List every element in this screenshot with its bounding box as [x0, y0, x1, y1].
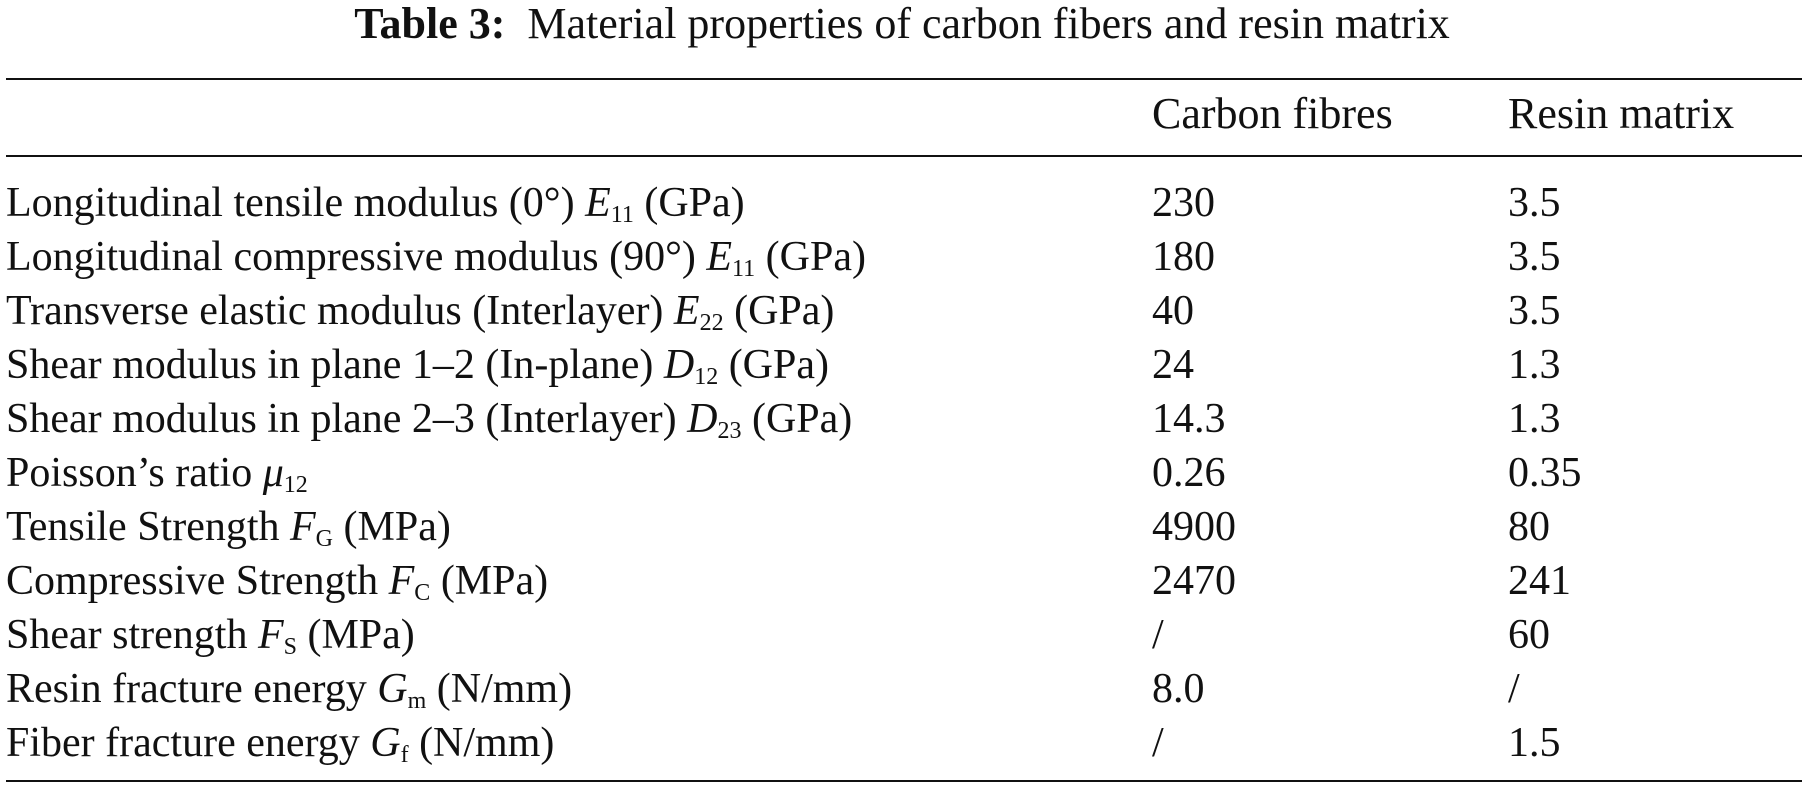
property-label: Fiber fracture energy Gf (N/mm): [6, 716, 554, 770]
property-symbol-subscript: C: [414, 580, 431, 606]
property-symbol: E: [673, 288, 700, 334]
property-unit: (MPa): [296, 612, 415, 658]
carbon-fibres-value: 2470: [1152, 558, 1236, 604]
property-label: Resin fracture energy Gm (N/mm): [6, 662, 572, 716]
property-unit: (MPa): [333, 504, 451, 550]
resin-matrix-value: 3.5: [1508, 234, 1561, 280]
resin-matrix-value: /: [1508, 666, 1520, 712]
carbon-fibres-value: /: [1152, 612, 1164, 658]
carbon-fibres-value: 14.3: [1152, 396, 1226, 442]
property-unit: (GPa): [718, 342, 829, 388]
resin-matrix-value: 0.35: [1508, 450, 1582, 496]
table-row: Shear modulus in plane 1–2 (In-plane) D1…: [6, 338, 1802, 392]
property-label: Shear modulus in plane 1–2 (In-plane) D1…: [6, 338, 829, 392]
carbon-fibres-value: /: [1152, 720, 1164, 766]
property-symbol-subscript: 22: [699, 310, 724, 336]
column-header-resin-matrix: Resin matrix: [1508, 89, 1735, 138]
property-symbol-subscript: m: [407, 688, 427, 714]
property-name: Shear strength: [6, 612, 258, 658]
property-label: Shear modulus in plane 2–3 (Interlayer) …: [6, 392, 852, 446]
property-symbol-subscript: 12: [694, 364, 719, 390]
property-symbol: F: [257, 612, 284, 658]
table-row: Poisson’s ratio μ12 0.26 0.35: [6, 446, 1802, 500]
property-symbol: F: [388, 558, 415, 604]
resin-matrix-value: 60: [1508, 612, 1550, 658]
table-row: Compressive Strength FC (MPa) 2470 241: [6, 554, 1802, 608]
property-unit: (GPa): [723, 288, 835, 334]
resin-matrix-value: 3.5: [1508, 288, 1561, 334]
property-name: Transverse elastic modulus (Interlayer): [6, 288, 674, 334]
property-symbol-subscript: f: [400, 742, 409, 768]
property-label: Tensile Strength FG (MPa): [6, 500, 451, 554]
table-top-rule: [6, 78, 1802, 80]
property-name: Shear modulus in plane 1–2 (In-plane): [6, 342, 664, 388]
carbon-fibres-value: 4900: [1152, 504, 1236, 550]
carbon-fibres-value: 0.26: [1152, 450, 1226, 496]
table-row: Resin fracture energy Gm (N/mm) 8.0 /: [6, 662, 1802, 716]
property-unit: (N/mm): [408, 720, 555, 766]
table-caption: Table 3: Material properties of carbon f…: [0, 0, 1804, 48]
property-unit: (GPa): [741, 396, 853, 442]
property-name: Longitudinal compressive modulus (90°): [6, 234, 707, 280]
property-label: Compressive Strength FC (MPa): [6, 554, 548, 608]
property-symbol: G: [370, 720, 401, 766]
resin-matrix-value: 80: [1508, 504, 1550, 550]
property-symbol: E: [706, 234, 733, 280]
property-symbol-subscript: 12: [283, 472, 308, 498]
property-unit: (MPa): [430, 558, 549, 604]
property-symbol-subscript: S: [283, 634, 297, 660]
table-row: Fiber fracture energy Gf (N/mm) / 1.5: [6, 716, 1802, 770]
property-name: Longitudinal tensile modulus (0°): [6, 180, 586, 226]
table-caption-text: Material properties of carbon fibers and…: [527, 0, 1450, 48]
resin-matrix-value: 1.3: [1508, 396, 1561, 442]
property-name: Compressive Strength: [6, 558, 389, 604]
property-symbol: μ: [262, 450, 284, 496]
table-caption-label: Table 3:: [354, 0, 506, 48]
property-name: Tensile Strength: [6, 504, 291, 550]
property-name: Fiber fracture energy: [6, 720, 371, 766]
resin-matrix-value: 241: [1508, 558, 1571, 604]
table-row: Shear modulus in plane 2–3 (Interlayer) …: [6, 392, 1802, 446]
table-row: Shear strength FS (MPa) / 60: [6, 608, 1802, 662]
property-label: Transverse elastic modulus (Interlayer) …: [6, 284, 834, 338]
table-row: Tensile Strength FG (MPa) 4900 80: [6, 500, 1802, 554]
resin-matrix-value: 1.5: [1508, 720, 1561, 766]
property-unit: (GPa): [755, 234, 866, 280]
property-unit: (N/mm): [426, 666, 573, 712]
property-name: Poisson’s ratio: [6, 450, 263, 496]
property-symbol-subscript: 11: [610, 202, 634, 228]
carbon-fibres-value: 40: [1152, 288, 1194, 334]
property-label: Longitudinal compressive modulus (90°) E…: [6, 230, 866, 284]
carbon-fibres-value: 230: [1152, 180, 1215, 226]
table-row: Longitudinal tensile modulus (0°) E11 (G…: [6, 176, 1802, 230]
resin-matrix-value: 3.5: [1508, 180, 1561, 226]
carbon-fibres-value: 180: [1152, 234, 1215, 280]
property-symbol-subscript: 23: [717, 418, 742, 444]
property-symbol: D: [687, 396, 718, 442]
property-label: Longitudinal tensile modulus (0°) E11 (G…: [6, 176, 745, 230]
property-symbol: D: [663, 342, 695, 388]
property-symbol: F: [290, 504, 316, 550]
carbon-fibres-value: 8.0: [1152, 666, 1205, 712]
table-row: Longitudinal compressive modulus (90°) E…: [6, 230, 1802, 284]
carbon-fibres-value: 24: [1152, 342, 1194, 388]
property-name: Shear modulus in plane 2–3 (Interlayer): [6, 396, 688, 442]
property-symbol-subscript: 11: [732, 256, 756, 282]
table-body: Longitudinal tensile modulus (0°) E11 (G…: [6, 176, 1802, 770]
property-symbol-subscript: G: [315, 526, 334, 552]
column-header-carbon-fibres: Carbon fibres: [1152, 89, 1393, 138]
table-bottom-rule: [6, 780, 1802, 782]
property-unit: (GPa): [633, 180, 745, 226]
resin-matrix-value: 1.3: [1508, 342, 1561, 388]
property-label: Poisson’s ratio μ12: [6, 446, 308, 500]
table-header-rule: [6, 155, 1802, 157]
property-label: Shear strength FS (MPa): [6, 608, 415, 662]
property-name: Resin fracture energy: [6, 666, 378, 712]
property-symbol: G: [377, 666, 408, 712]
table-row: Transverse elastic modulus (Interlayer) …: [6, 284, 1802, 338]
property-symbol: E: [585, 180, 611, 226]
